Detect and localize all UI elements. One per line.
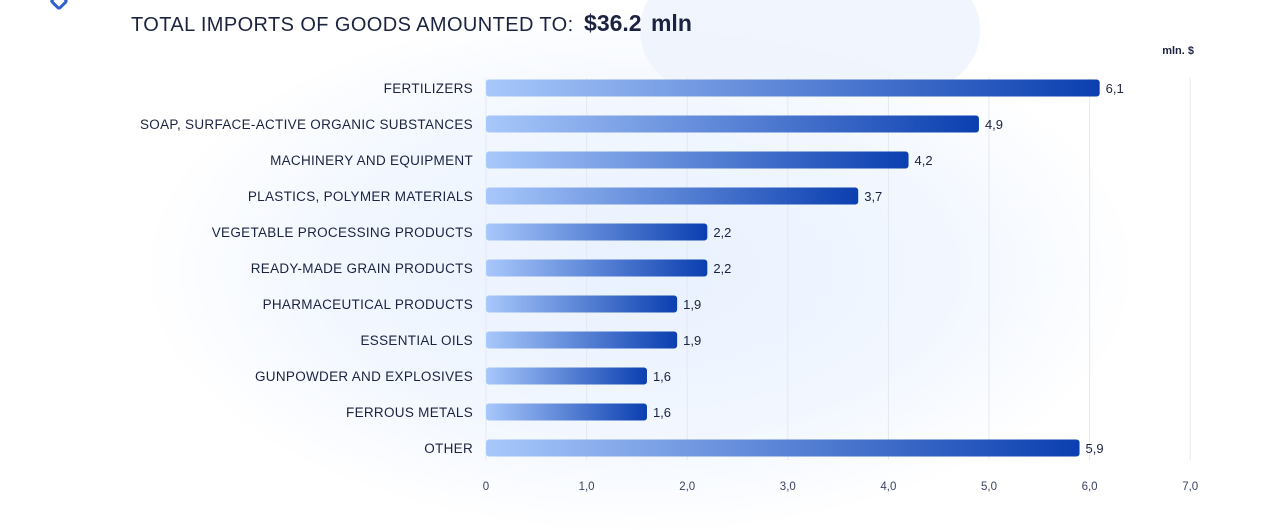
bar bbox=[486, 295, 678, 313]
bar bbox=[486, 79, 1100, 97]
category-label: READY-MADE GRAIN PRODUCTS bbox=[251, 261, 473, 276]
x-tick-label: 7,0 bbox=[1182, 481, 1198, 493]
category-label: FERROUS METALS bbox=[346, 405, 473, 420]
data-label: 1,6 bbox=[653, 369, 671, 384]
x-tick-label: 6,0 bbox=[1082, 481, 1098, 493]
data-label: 5,9 bbox=[1086, 441, 1104, 456]
x-tick-label: 2,0 bbox=[679, 481, 695, 493]
data-label: 3,7 bbox=[864, 189, 882, 204]
bar bbox=[486, 223, 708, 241]
chart-title: TOTAL IMPORTS OF GOODS AMOUNTED TO: $36.… bbox=[131, 10, 692, 37]
category-label: PHARMACEUTICAL PRODUCTS bbox=[263, 297, 473, 312]
category-label: ESSENTIAL OILS bbox=[361, 333, 474, 348]
chart-title-value: $36.2 mln bbox=[584, 10, 692, 36]
bar bbox=[486, 403, 647, 421]
bar-chart: FERTILIZERS SOAP, SURFACE-ACTIVE ORGANIC … bbox=[140, 78, 1198, 493]
chart-title-label: TOTAL IMPORTS OF GOODS AMOUNTED TO: bbox=[131, 14, 574, 36]
bar bbox=[486, 367, 647, 385]
x-tick-label: 4,0 bbox=[880, 481, 896, 493]
category-label: GUNPOWDER AND EXPLOSIVES bbox=[255, 369, 473, 384]
x-tick-label: 3,0 bbox=[780, 481, 796, 493]
category-label: OTHER bbox=[424, 441, 473, 456]
data-label: 1,6 bbox=[653, 405, 671, 420]
data-label: 1,9 bbox=[683, 297, 701, 312]
x-tick-label: 5,0 bbox=[981, 481, 997, 493]
bar bbox=[486, 439, 1080, 457]
bar bbox=[486, 151, 909, 169]
category-label: VEGETABLE PROCESSING PRODUCTS bbox=[212, 225, 473, 240]
x-tick-label: 0 bbox=[483, 481, 489, 493]
value-labels: 6,1 4,9 4,2 3,7 2,2 2,2 1,9 1,9 1,6 1,6 5,9 bbox=[653, 81, 1124, 456]
x-axis-ticks: 0 1,0 2,0 3,0 4,0 5,0 6,0 7,0 bbox=[483, 481, 1198, 493]
x-tick-label: 1,0 bbox=[579, 481, 595, 493]
category-labels: FERTILIZERS SOAP, SURFACE-ACTIVE ORGANIC … bbox=[140, 81, 473, 456]
category-label: SOAP, SURFACE-ACTIVE ORGANIC SUBSTANCES bbox=[140, 117, 473, 132]
data-label: 2,2 bbox=[713, 261, 731, 276]
bars bbox=[486, 79, 1100, 457]
data-label: 4,2 bbox=[915, 153, 933, 168]
category-label: MACHINERY AND EQUIPMENT bbox=[270, 153, 473, 168]
bar bbox=[486, 259, 708, 277]
bar bbox=[486, 187, 859, 205]
data-label: 2,2 bbox=[713, 225, 731, 240]
category-label: FERTILIZERS bbox=[384, 81, 473, 96]
data-label: 6,1 bbox=[1106, 81, 1124, 96]
background-shape bbox=[640, 0, 980, 90]
category-label: PLASTICS, POLYMER MATERIALS bbox=[248, 189, 473, 204]
data-label: 1,9 bbox=[683, 333, 701, 348]
unit-label: mln. $ bbox=[1162, 45, 1194, 57]
bar bbox=[486, 115, 979, 133]
bar bbox=[486, 331, 678, 349]
data-label: 4,9 bbox=[985, 117, 1003, 132]
